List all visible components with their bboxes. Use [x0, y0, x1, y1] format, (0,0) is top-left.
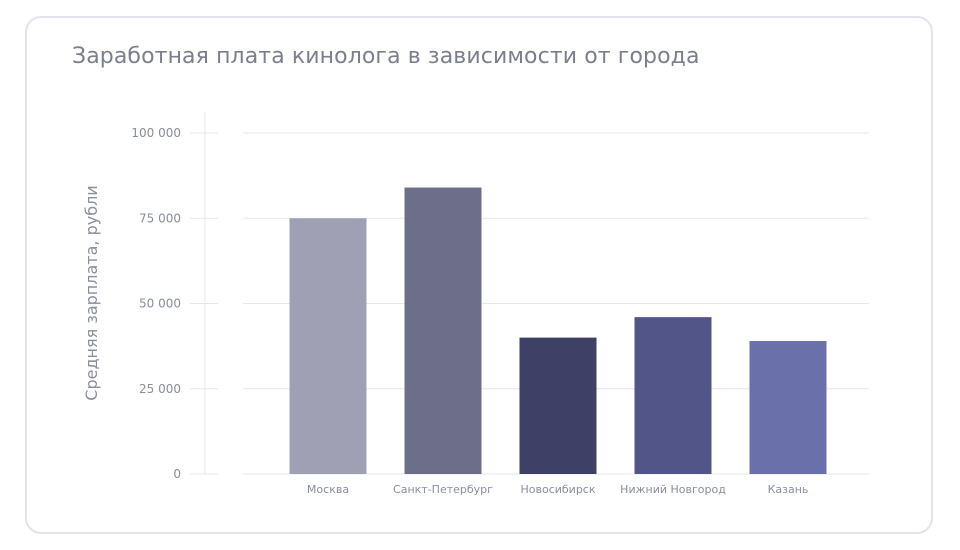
y-axis-label: Средняя зарплата, рубли: [82, 185, 101, 400]
bar: [404, 187, 482, 474]
bar: [634, 317, 712, 474]
chart-title: Заработная плата кинолога в зависимости …: [72, 44, 700, 69]
bar: [289, 218, 367, 474]
y-tick-label: 100 000: [131, 126, 181, 140]
y-tick-label: 75 000: [139, 211, 181, 225]
x-tick-label: Нижний Новгород: [620, 483, 726, 496]
x-tick-label: Новосибирск: [520, 483, 595, 496]
y-tick-label: 25 000: [139, 382, 181, 396]
bars: [289, 187, 827, 474]
x-tick-label: Москва: [307, 483, 349, 496]
bar: [519, 337, 597, 474]
y-tick-labels: 0 25 000 50 000 75 000 100 000: [131, 126, 181, 481]
y-tick-label: 0: [173, 467, 181, 481]
x-tick-label: Санкт-Петербург: [393, 483, 493, 496]
bar: [749, 341, 827, 474]
y-tick-label: 50 000: [139, 297, 181, 311]
x-tick-labels: Москва Санкт-Петербург Новосибирск Нижний Н…: [307, 483, 808, 496]
x-tick-label: Казань: [768, 483, 809, 496]
